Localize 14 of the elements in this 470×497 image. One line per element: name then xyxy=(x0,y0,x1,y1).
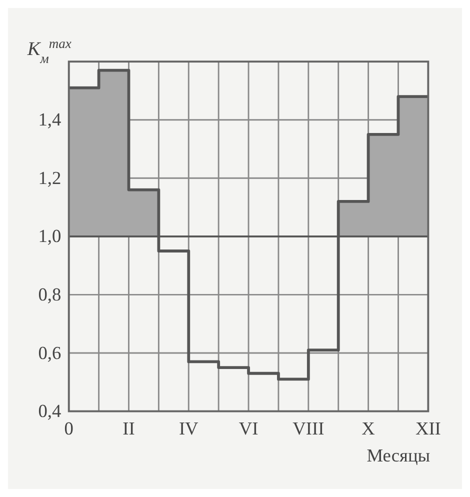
y-tick-label: 1,2 xyxy=(38,168,62,188)
y-tick-label: 0,6 xyxy=(38,342,62,363)
x-tick-label: VIII xyxy=(292,418,324,438)
x-tick-label: 0 xyxy=(64,418,74,438)
x-tick-label: X xyxy=(362,418,375,438)
y-tick-label: 0,4 xyxy=(38,401,62,422)
x-tick-label: VI xyxy=(238,418,258,438)
y-tick-label: 1,0 xyxy=(38,226,62,246)
y-tick-label: 1,4 xyxy=(38,110,62,130)
x-tick-label: IV xyxy=(178,418,200,438)
x-axis-title: Месяцы xyxy=(366,445,430,466)
x-tick-label: XII xyxy=(415,418,441,438)
x-tick-label: II xyxy=(122,418,135,438)
y-tick-label: 0,8 xyxy=(38,284,62,304)
